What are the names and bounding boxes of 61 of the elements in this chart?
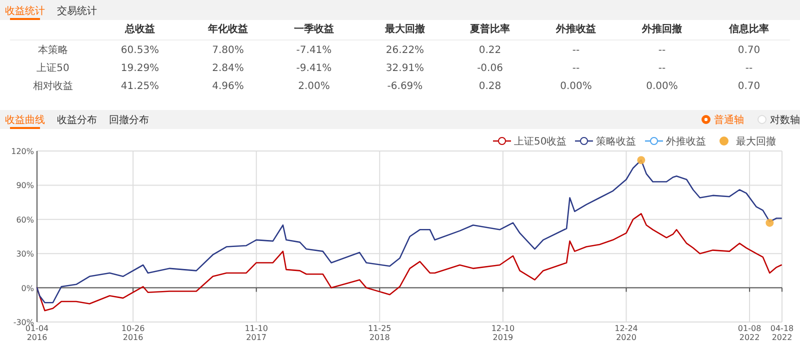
text: 总收益 <box>124 23 155 35</box>
text: 4.96% <box>212 81 244 92</box>
text: -- <box>745 63 753 74</box>
text: 对数轴 <box>770 114 800 126</box>
text: 收益曲线 <box>5 114 45 126</box>
x-tick-label: 11-10 2017 <box>244 324 268 342</box>
text: 0.70 <box>738 81 760 92</box>
text: 2.84% <box>212 63 244 74</box>
text: 一季收益 <box>294 23 334 35</box>
text: 0.22 <box>478 45 502 56</box>
text: 回撤分布 <box>109 114 149 126</box>
text: 夏普比率 <box>469 23 510 35</box>
text: 上证50 <box>36 62 70 74</box>
y-tick-label: -30% <box>13 318 34 327</box>
y-tick-label: 30% <box>16 250 34 259</box>
text: 交易统计 <box>57 5 97 17</box>
text: 0.28 <box>478 81 502 92</box>
text: -- <box>572 45 580 56</box>
text: 19.29% <box>120 63 160 74</box>
text: 年化收益 <box>207 23 248 35</box>
text: 0.00% <box>646 81 678 92</box>
text: 收益分布 <box>57 114 97 126</box>
line-series <box>36 213 782 312</box>
text: 7.80% <box>212 45 244 56</box>
legend-label: 策略收益 <box>596 136 636 148</box>
text: 0.70 <box>738 45 760 56</box>
text: 普通轴 <box>714 114 744 126</box>
text: 本策略 <box>38 44 68 56</box>
text: -- <box>658 63 666 74</box>
x-tick-label: 11-25 2018 <box>368 324 392 342</box>
x-tick-label: 12-24 2020 <box>614 324 638 342</box>
x-tick-label: 04-18 2022 <box>770 324 794 342</box>
x-tick-label: 10-26 2016 <box>121 324 145 342</box>
text: -0.06 <box>477 63 503 74</box>
text: -6.69% <box>387 81 423 92</box>
y-tick-label: 60% <box>16 215 34 224</box>
text: -7.41% <box>296 45 332 56</box>
text: 0.00% <box>560 81 592 92</box>
text: -- <box>658 45 666 56</box>
y-tick-label: 90% <box>16 181 34 190</box>
text: 2.00% <box>298 81 330 92</box>
x-tick-label: 01-08 2022 <box>738 324 762 342</box>
text: 41.25% <box>120 81 160 92</box>
y-tick-label: 0% <box>21 284 34 293</box>
text: 外推收益 <box>555 23 596 35</box>
text: -- <box>572 63 580 74</box>
legend-label: 上证50收益 <box>514 136 567 148</box>
text: 信息比率 <box>728 23 769 35</box>
x-tick-label: 01-04 2016 <box>25 324 49 342</box>
text: 收益统计 <box>5 5 45 17</box>
legend-label: 最大回撤 <box>736 136 776 148</box>
text: 外推回撤 <box>641 23 682 35</box>
text: 60.53% <box>120 45 160 56</box>
legend-label: 外推收益 <box>666 136 706 148</box>
x-tick-label: 12-10 2019 <box>491 324 515 342</box>
text: 26.22% <box>386 45 424 56</box>
text: 相对收益 <box>33 80 73 92</box>
text: 32.91% <box>386 63 424 74</box>
text: 最大回撤 <box>384 23 425 35</box>
text: -9.41% <box>296 63 332 74</box>
y-tick-label: 120% <box>11 147 34 156</box>
